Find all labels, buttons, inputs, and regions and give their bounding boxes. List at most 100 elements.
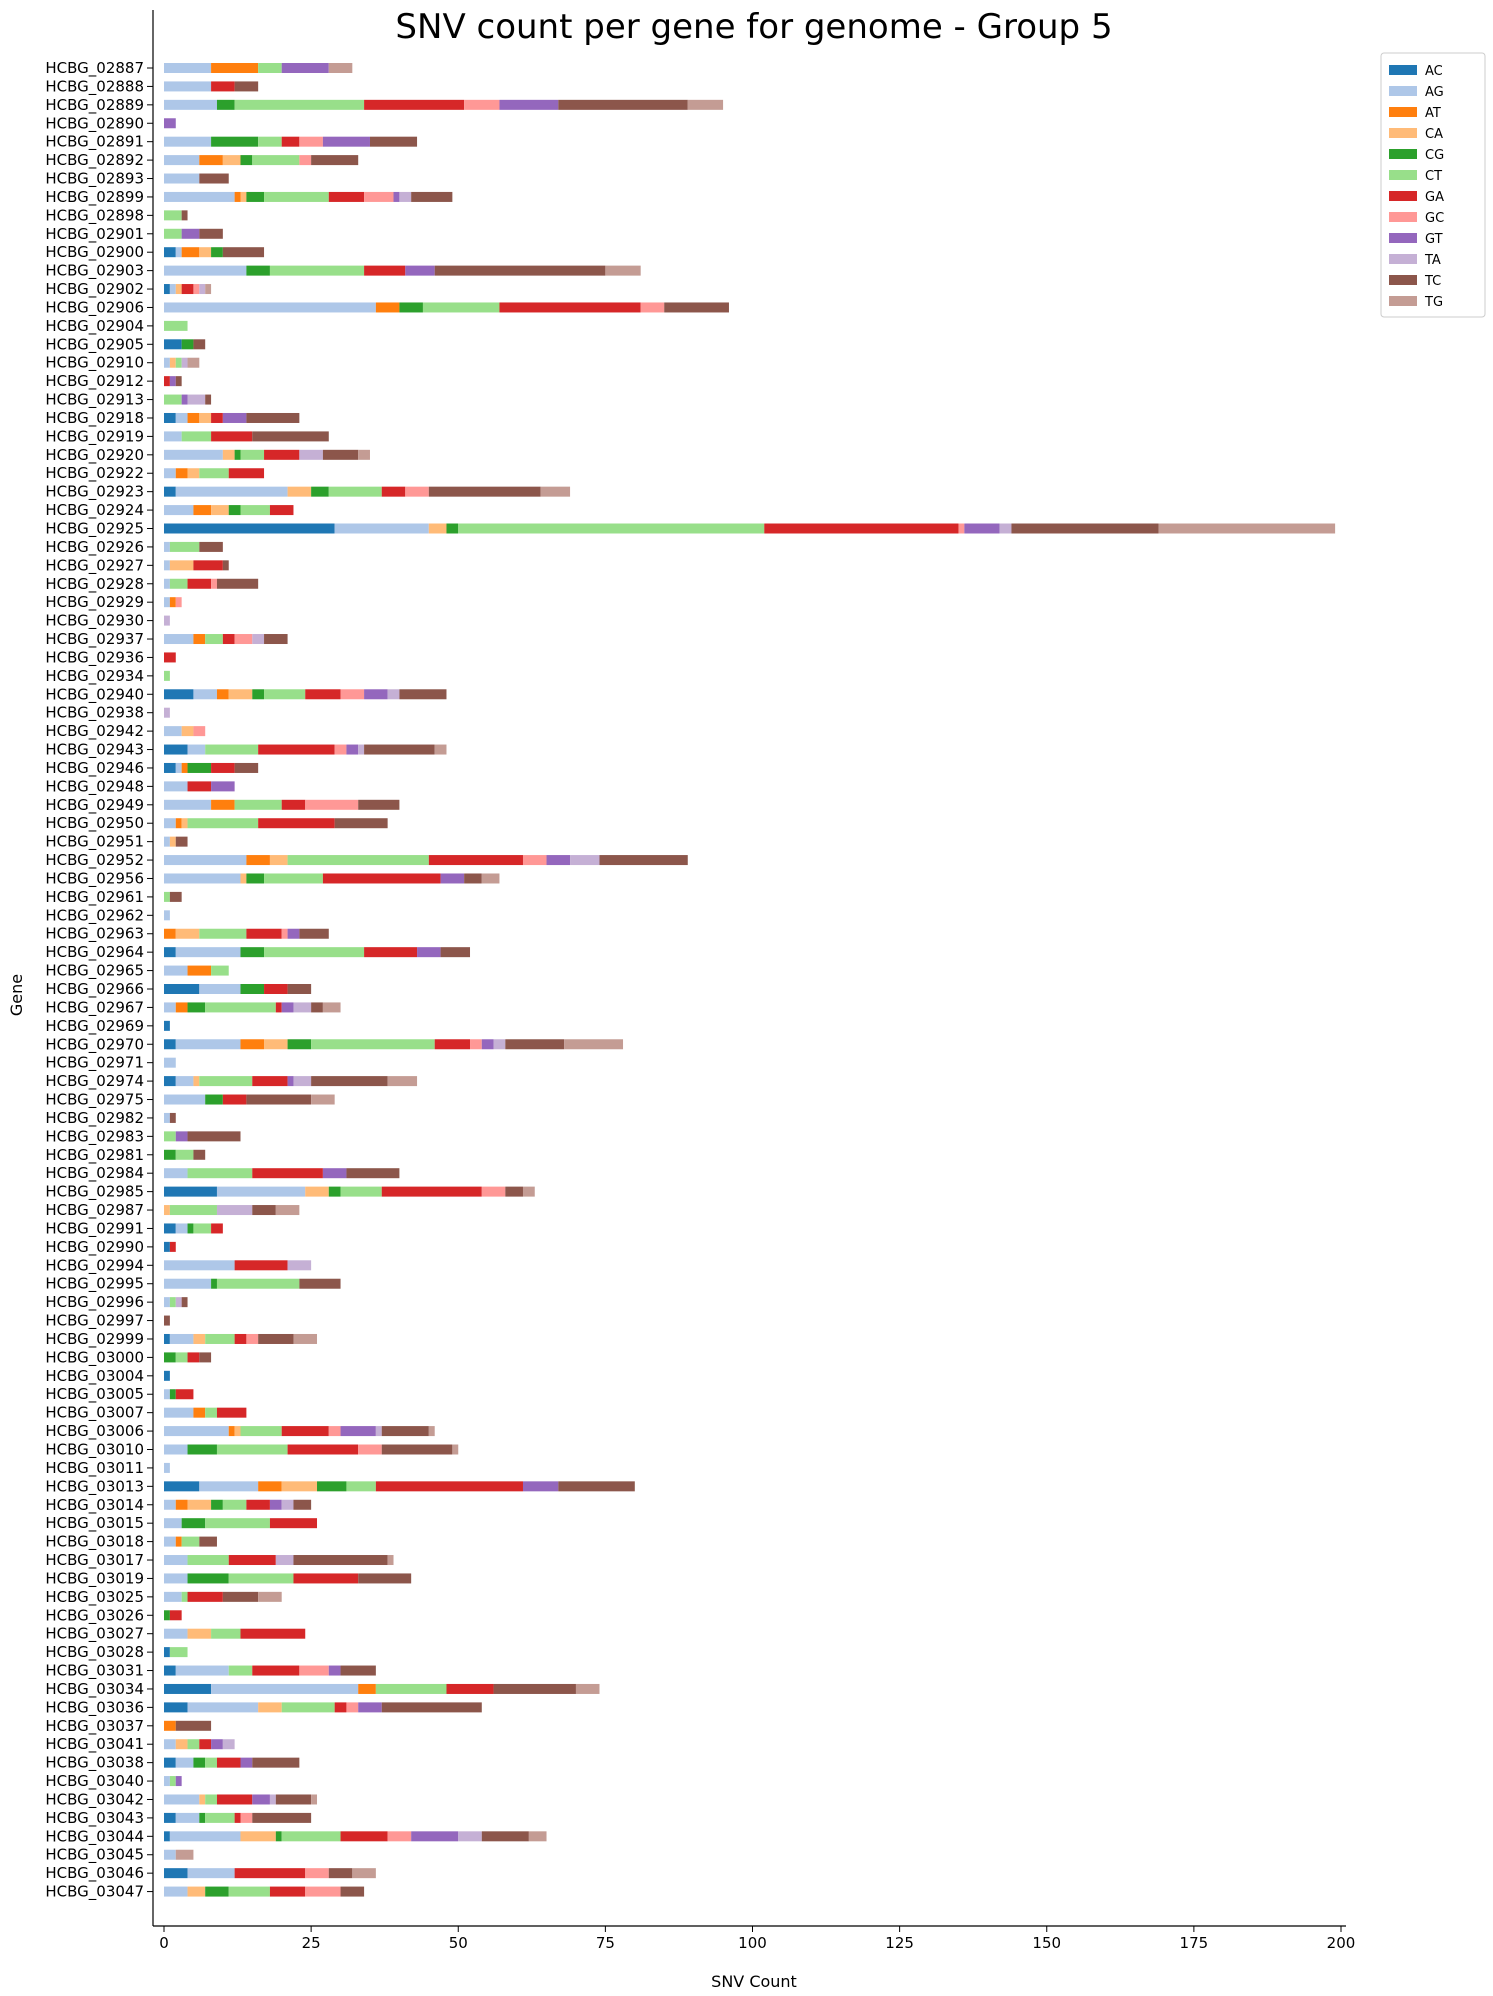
bar-segment-ag — [164, 1886, 188, 1897]
bar-segment-tc — [505, 1039, 565, 1050]
bar-segment-ca — [169, 836, 176, 847]
gene-label: HCBG_03019 — [45, 1569, 144, 1588]
bar-segment-ca — [222, 155, 241, 166]
bar-segment-ct — [205, 1518, 270, 1529]
gene-label: HCBG_02920 — [45, 446, 144, 465]
bar-row — [164, 523, 1336, 534]
gene-label: HCBG_02888 — [45, 77, 144, 96]
gene-label: HCBG_02925 — [45, 520, 144, 539]
bar-segment-tg — [311, 1094, 335, 1105]
bar-segment-tc — [358, 1573, 412, 1584]
bar-segment-tc — [222, 1591, 259, 1602]
bar-segment-ag — [164, 1260, 235, 1271]
gene-label: HCBG_02926 — [45, 538, 144, 557]
bar-segment-ct — [375, 1683, 447, 1694]
bar-segment-ga — [246, 1499, 270, 1510]
bar-segment-ta — [387, 689, 400, 700]
bar-segment-tg — [205, 284, 212, 295]
bar-segment-tg — [387, 1555, 394, 1566]
bar-segment-cg — [205, 1886, 229, 1897]
x-tick-label: 200 — [1327, 1934, 1356, 1952]
legend-label: TC — [1424, 274, 1441, 289]
gene-label: HCBG_03026 — [45, 1606, 144, 1625]
bar-segment-cg — [164, 1352, 176, 1363]
bar-segment-ag — [164, 449, 223, 460]
bar-segment-cg — [317, 1481, 347, 1492]
bar-row — [164, 910, 170, 921]
bar-segment-ga — [252, 1168, 323, 1179]
gene-label: HCBG_02891 — [45, 133, 144, 152]
gene-label: HCBG_03014 — [45, 1496, 144, 1515]
bar-segment-gc — [234, 634, 253, 645]
bar-segment-ct — [228, 1665, 253, 1676]
bar-segment-ag — [164, 1278, 212, 1289]
bars-layer — [164, 63, 1336, 1897]
gene-label: HCBG_02971 — [45, 1054, 144, 1073]
bar-segment-ct — [216, 1278, 300, 1289]
bar-segment-ac — [164, 339, 182, 350]
bar-segment-cg — [216, 99, 235, 110]
bar-segment-ga — [211, 762, 235, 773]
bar-segment-ga — [293, 1573, 359, 1584]
bar-segment-at — [181, 762, 188, 773]
bar-row — [164, 965, 229, 976]
gene-label: HCBG_02964 — [45, 943, 144, 962]
bar-segment-ac — [164, 1757, 176, 1768]
bar-segment-tg — [311, 1794, 318, 1805]
bar-segment-gc — [175, 597, 182, 608]
x-tick-label: 150 — [1032, 1934, 1061, 1952]
gene-label: HCBG_03011 — [45, 1459, 144, 1478]
gene-label: HCBG_02904 — [45, 317, 144, 336]
bar-segment-ag — [164, 818, 176, 829]
bar-segment-gt — [181, 394, 188, 405]
gene-label: HCBG_03047 — [45, 1883, 144, 1902]
x-tick-label: 175 — [1180, 1934, 1209, 1952]
gene-label: HCBG_02924 — [45, 501, 144, 520]
gene-label: HCBG_03028 — [45, 1643, 144, 1662]
bar-segment-ga — [764, 523, 959, 534]
gene-label: HCBG_03018 — [45, 1533, 144, 1552]
bar-segment-gt — [175, 1776, 182, 1787]
bar-segment-ct — [169, 1776, 176, 1787]
legend-label: TG — [1424, 295, 1443, 310]
bar-segment-ga — [187, 1591, 223, 1602]
bar-segment-tc — [222, 247, 265, 258]
bar-segment-tg — [187, 357, 200, 368]
bar-segment-ga — [234, 1333, 247, 1344]
bar-segment-ct — [205, 1757, 217, 1768]
bar-segment-gc — [305, 799, 359, 810]
bar-row — [164, 597, 182, 608]
bar-segment-cg — [252, 689, 265, 700]
bar-segment-ac — [164, 744, 188, 755]
bar-segment-ta — [275, 1555, 294, 1566]
bar-segment-ac — [164, 486, 176, 497]
bar-segment-ag — [169, 1333, 194, 1344]
bar-segment-cg — [211, 1499, 223, 1510]
bar-segment-ag — [164, 726, 182, 737]
bar-segment-ga — [234, 1260, 288, 1271]
bar-segment-tg — [540, 486, 571, 497]
gene-label: HCBG_02981 — [45, 1146, 144, 1165]
bar-segment-ct — [281, 1831, 341, 1842]
bar-row — [164, 449, 370, 460]
gene-label: HCBG_02923 — [45, 483, 144, 502]
bar-segment-ga — [328, 191, 365, 202]
bar-row — [164, 1205, 300, 1216]
bar-row — [164, 689, 447, 700]
bar-segment-gc — [405, 486, 429, 497]
bar-segment-ga — [446, 1683, 494, 1694]
bar-segment-tc — [252, 431, 329, 442]
bar-row — [164, 707, 170, 718]
bar-segment-ag — [164, 155, 200, 166]
bar-segment-ag — [164, 265, 247, 276]
gene-label: HCBG_02887 — [45, 59, 144, 78]
gene-label: HCBG_02997 — [45, 1312, 144, 1331]
bar-segment-tc — [328, 1868, 353, 1879]
bar-segment-at — [164, 928, 176, 939]
bar-segment-tc — [181, 210, 188, 221]
bar-row — [164, 1831, 547, 1842]
bar-segment-gc — [334, 744, 347, 755]
bar-segment-ca — [281, 1481, 318, 1492]
gene-label: HCBG_03043 — [45, 1809, 144, 1828]
bar-row — [164, 762, 259, 773]
